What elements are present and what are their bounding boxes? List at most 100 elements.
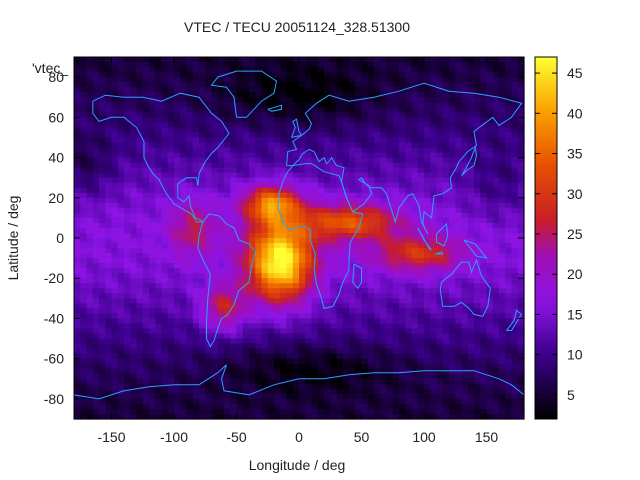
heat-cell: [411, 243, 419, 249]
heat-cell: [505, 258, 513, 264]
heat-cell: [174, 87, 181, 93]
heat-cell: [167, 283, 175, 289]
heat-cell: [480, 152, 488, 159]
heat-cell: [505, 253, 513, 259]
heat-cell: [349, 232, 356, 239]
heat-cell: [186, 132, 194, 139]
heat-cell: [311, 358, 319, 365]
heat-cell: [274, 273, 281, 279]
heat-cell: [261, 227, 269, 234]
heat-cell: [480, 157, 488, 164]
heat-cell: [205, 222, 213, 229]
heat-cell: [486, 152, 494, 159]
heat-cell: [192, 348, 200, 355]
heat-cell: [317, 132, 325, 139]
heat-cell: [442, 142, 450, 149]
heat-cell: [474, 92, 481, 98]
heat-cell: [299, 227, 306, 234]
heat-cell: [267, 202, 275, 209]
heat-cell: [417, 57, 425, 63]
heat-cell: [380, 313, 388, 320]
heat-cell: [155, 222, 163, 229]
heat-cell: [336, 318, 344, 325]
heat-cell: [436, 87, 444, 93]
heat-cell: [142, 212, 150, 219]
heat-cell: [174, 142, 181, 149]
heat-cell: [505, 57, 513, 63]
heat-cell: [117, 283, 125, 289]
heat-cell: [367, 97, 375, 103]
heat-cell: [130, 167, 138, 174]
heat-cell: [80, 318, 88, 325]
heat-cell: [305, 72, 313, 78]
heat-cell: [499, 238, 506, 244]
heat-cell: [492, 343, 500, 350]
heat-cell: [261, 142, 269, 149]
heat-cell: [517, 263, 525, 269]
heat-cell: [161, 353, 169, 360]
heat-cell: [455, 363, 463, 370]
heat-cell: [80, 57, 88, 63]
heat-cell: [111, 97, 119, 103]
heat-cell: [330, 328, 338, 335]
heat-cell: [255, 167, 263, 174]
heat-cell: [117, 87, 125, 93]
heat-cell: [330, 353, 338, 360]
heat-cell: [436, 303, 444, 309]
heat-cell: [255, 293, 263, 299]
heat-cell: [299, 222, 306, 229]
heat-cell: [317, 167, 325, 174]
heat-cell: [480, 197, 488, 204]
heat-cell: [242, 238, 250, 244]
heat-cell: [192, 122, 200, 128]
heat-cell: [374, 268, 381, 274]
heat-cell: [99, 72, 106, 78]
heat-cell: [280, 378, 288, 385]
heat-cell: [405, 348, 413, 355]
heat-cell: [486, 333, 494, 340]
heat-cell: [461, 333, 469, 340]
heat-cell: [130, 102, 138, 108]
heat-cell: [230, 288, 238, 294]
heat-cell: [186, 358, 194, 365]
heat-cell: [280, 92, 288, 98]
heat-cell: [317, 398, 325, 405]
heat-cell: [249, 77, 256, 83]
heat-cell: [380, 137, 388, 144]
heat-cell: [424, 227, 431, 234]
heat-cell: [336, 343, 344, 350]
heat-cell: [517, 117, 525, 123]
heat-cell: [211, 227, 219, 234]
heat-cell: [499, 308, 506, 315]
heat-cell: [349, 303, 356, 309]
heat-cell: [149, 373, 156, 380]
heat-cell: [355, 388, 363, 395]
heat-cell: [136, 87, 144, 93]
heat-cell: [324, 333, 331, 340]
heat-cell: [255, 97, 263, 103]
heat-cell: [374, 217, 381, 224]
heat-cell: [399, 132, 406, 139]
heat-cell: [242, 97, 250, 103]
heat-cell: [230, 182, 238, 189]
heat-cell: [242, 162, 250, 169]
heat-cell: [111, 227, 119, 234]
heat-cell: [336, 283, 344, 289]
heat-cell: [430, 222, 438, 229]
heat-cell: [92, 142, 100, 149]
heat-cell: [80, 72, 88, 78]
heat-cell: [517, 293, 525, 299]
heat-cell: [236, 112, 244, 118]
heat-cell: [274, 142, 281, 149]
heat-cell: [274, 222, 281, 229]
heat-cell: [417, 192, 425, 199]
heat-cell: [236, 122, 244, 128]
heat-cell: [124, 298, 131, 304]
heat-cell: [242, 122, 250, 128]
heat-cell: [511, 358, 519, 365]
heat-cell: [305, 278, 313, 284]
heat-cell: [105, 102, 113, 108]
heat-cell: [242, 343, 250, 350]
heat-cell: [286, 343, 294, 350]
heat-cell: [336, 167, 344, 174]
